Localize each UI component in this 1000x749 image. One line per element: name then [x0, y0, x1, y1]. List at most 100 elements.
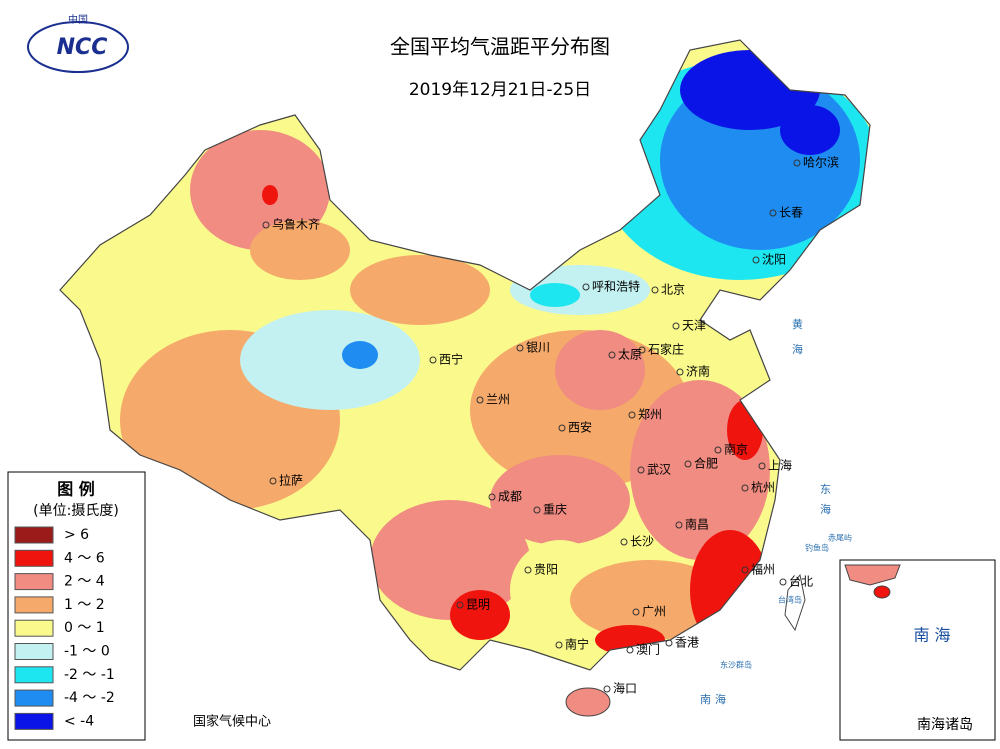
logo-text: NCC — [57, 35, 108, 60]
zone — [490, 455, 630, 545]
legend-label: 2 ～ 4 — [64, 574, 105, 590]
city-marker — [793, 159, 801, 167]
city-marker — [741, 566, 749, 574]
city-marker — [675, 521, 683, 529]
city-label: 南宁 — [565, 637, 589, 652]
city-marker — [524, 566, 532, 574]
legend-label: -1 ～ 0 — [64, 644, 110, 660]
city-label: 石家庄 — [648, 342, 684, 357]
legend-unit: (单位:摄氏度) — [33, 503, 119, 519]
city-label: 太原 — [618, 347, 642, 362]
city-label: 银川 — [526, 341, 550, 355]
island-label: 东沙群岛 — [720, 660, 752, 670]
city-marker — [456, 601, 464, 609]
hainan — [565, 687, 611, 717]
city-label: 长沙 — [630, 535, 654, 549]
city-label: 贵阳 — [534, 563, 558, 577]
city-label: 长春 — [779, 206, 803, 220]
zone — [342, 341, 378, 369]
subtitle: 2019年12月21日-25日 — [409, 80, 591, 100]
legend-items: > 6 4 ～ 6 2 ～ 4 1 ～ 2 0 ～ 1 -1 ～ 0 -2 ～ -1 -4 ～… — [14, 526, 115, 730]
city-label: 香港 — [675, 636, 699, 650]
inset-coast — [844, 564, 901, 586]
city-marker — [558, 424, 566, 432]
city-label: 武汉 — [647, 463, 671, 477]
city-label: 西宁 — [439, 352, 463, 367]
city-label: 呼和浩特 — [592, 279, 640, 294]
zone — [555, 330, 645, 410]
logo-ring — [27, 21, 129, 73]
city-label: 广州 — [642, 605, 666, 619]
legend-swatch — [14, 689, 54, 707]
city-label: 哈尔滨 — [803, 155, 839, 170]
zone — [190, 130, 330, 250]
island-label: 赤尾屿 — [828, 534, 852, 543]
legend-swatch — [14, 596, 54, 614]
city-marker — [582, 283, 590, 291]
island-label: 台湾岛 — [778, 595, 802, 605]
city-marker — [488, 493, 496, 501]
city-label: 澳门 — [636, 642, 660, 657]
zone — [250, 220, 350, 280]
city-marker — [620, 538, 628, 546]
zone — [350, 255, 490, 325]
city-label: 南昌 — [685, 517, 709, 532]
zone — [262, 185, 278, 205]
city-label: 沈阳 — [762, 252, 786, 267]
sea-label: 海 — [820, 502, 831, 516]
legend-label: 1 ～ 2 — [64, 597, 105, 613]
city-marker — [741, 484, 749, 492]
city-label: 海口 — [613, 681, 637, 696]
city-marker — [476, 396, 484, 404]
city-marker — [637, 466, 645, 474]
legend-swatch — [14, 712, 54, 730]
legend-label: -4 ～ -2 — [64, 690, 115, 706]
city-label: 合肥 — [694, 456, 718, 471]
legend-swatch — [14, 643, 54, 660]
city-marker — [269, 477, 277, 485]
city-marker — [638, 346, 646, 354]
legend-swatch — [14, 526, 54, 544]
city-marker — [262, 221, 270, 229]
zone — [370, 500, 530, 620]
city-marker — [429, 356, 437, 364]
city-marker — [651, 286, 659, 294]
city-label: 上海 — [768, 458, 792, 473]
zone — [240, 310, 420, 410]
city-label: 兰州 — [486, 393, 510, 407]
city-marker — [533, 506, 541, 514]
title: 全国平均气温距平分布图 — [390, 35, 610, 59]
anomaly-map — [60, 40, 870, 670]
inset-sea: 南 海 — [913, 626, 950, 645]
zone — [530, 283, 580, 307]
logo-top: 中国 — [68, 13, 88, 26]
inset-hainan — [873, 585, 891, 599]
city-marker — [603, 685, 611, 693]
city-label: 郑州 — [638, 407, 662, 422]
city-label: 西安 — [568, 420, 592, 435]
legend-label: 0 ～ 1 — [64, 620, 105, 636]
city-marker — [676, 368, 684, 376]
city-marker — [684, 460, 692, 468]
legend-title: 图 例 — [57, 480, 95, 499]
city-label: 天津 — [682, 319, 706, 333]
taiwan — [784, 573, 806, 632]
sea-label: 海 — [715, 692, 726, 706]
legend-swatch — [14, 619, 54, 637]
city-marker — [714, 446, 722, 454]
legend-swatch — [14, 549, 54, 567]
city-marker — [516, 344, 524, 352]
city-label: 济南 — [686, 364, 710, 379]
city-label: 昆明 — [466, 598, 490, 612]
island-label: 钓鱼岛 — [805, 543, 829, 553]
city-marker — [632, 608, 640, 616]
legend-label: -2 ～ -1 — [64, 667, 115, 683]
inset-box — [839, 559, 996, 741]
legend-label: 4 ～ 6 — [64, 550, 105, 566]
source: 国家气候中心 — [193, 714, 271, 730]
sea-label: 南 — [700, 693, 711, 706]
city-marker — [665, 639, 673, 647]
city-marker — [672, 322, 680, 330]
